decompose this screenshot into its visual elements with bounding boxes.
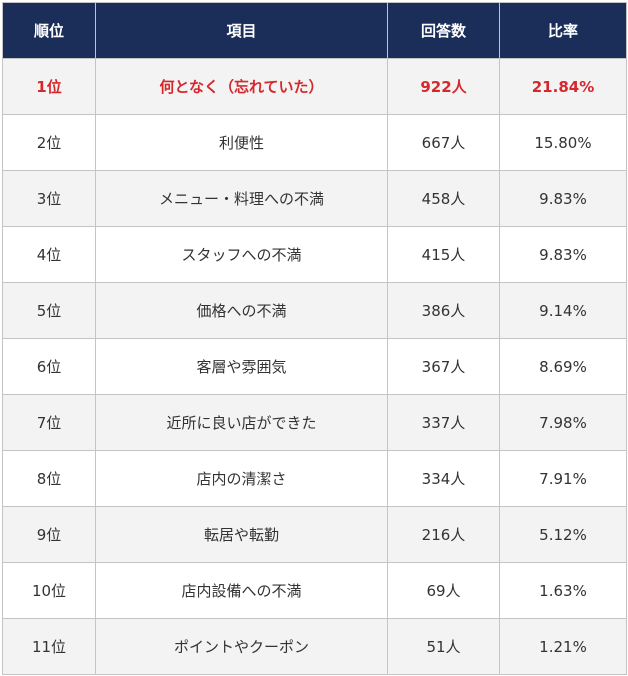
cell-count: 334人 [387, 450, 500, 507]
cell-ratio: 9.83% [499, 170, 627, 227]
header-rank: 順位 [2, 2, 96, 59]
cell-count: 386人 [387, 282, 500, 339]
table-row: 5位 価格への不満 386人 9.14% [2, 282, 627, 339]
cell-item: ポイントやクーポン [95, 618, 388, 675]
table-row: 6位 客層や雰囲気 367人 8.69% [2, 338, 627, 395]
cell-item: 価格への不満 [95, 282, 388, 339]
table-row: 10位 店内設備への不満 69人 1.63% [2, 562, 627, 619]
table-header: 順位 項目 回答数 比率 [2, 2, 627, 59]
cell-item: 何となく（忘れていた） [95, 58, 388, 115]
cell-rank: 7位 [2, 394, 96, 451]
table-row-top: 1位 何となく（忘れていた） 922人 21.84% [2, 58, 627, 115]
cell-ratio: 9.83% [499, 226, 627, 283]
table-row: 7位 近所に良い店ができた 337人 7.98% [2, 394, 627, 451]
table-row: 2位 利便性 667人 15.80% [2, 114, 627, 171]
cell-ratio: 1.21% [499, 618, 627, 675]
cell-rank: 10位 [2, 562, 96, 619]
table-row: 4位 スタッフへの不満 415人 9.83% [2, 226, 627, 283]
cell-item: スタッフへの不満 [95, 226, 388, 283]
cell-count: 667人 [387, 114, 500, 171]
cell-rank: 11位 [2, 618, 96, 675]
header-ratio: 比率 [499, 2, 627, 59]
cell-item: メニュー・料理への不満 [95, 170, 388, 227]
header-count: 回答数 [387, 2, 500, 59]
cell-count: 367人 [387, 338, 500, 395]
cell-item: 利便性 [95, 114, 388, 171]
cell-rank: 9位 [2, 506, 96, 563]
cell-rank: 5位 [2, 282, 96, 339]
cell-item: 店内設備への不満 [95, 562, 388, 619]
table-row: 11位 ポイントやクーポン 51人 1.21% [2, 618, 627, 675]
cell-rank: 6位 [2, 338, 96, 395]
cell-count: 922人 [387, 58, 500, 115]
cell-ratio: 8.69% [499, 338, 627, 395]
cell-ratio: 7.91% [499, 450, 627, 507]
cell-count: 458人 [387, 170, 500, 227]
cell-count: 69人 [387, 562, 500, 619]
cell-ratio: 7.98% [499, 394, 627, 451]
table-row: 8位 店内の清潔さ 334人 7.91% [2, 450, 627, 507]
cell-rank: 1位 [2, 58, 96, 115]
cell-ratio: 9.14% [499, 282, 627, 339]
cell-count: 216人 [387, 506, 500, 563]
cell-item: 転居や転勤 [95, 506, 388, 563]
table-body: 1位 何となく（忘れていた） 922人 21.84% 2位 利便性 667人 1… [2, 58, 627, 675]
table-row: 9位 転居や転勤 216人 5.12% [2, 506, 627, 563]
cell-rank: 2位 [2, 114, 96, 171]
header-row: 順位 項目 回答数 比率 [2, 2, 627, 59]
cell-rank: 8位 [2, 450, 96, 507]
cell-ratio: 21.84% [499, 58, 627, 115]
cell-count: 415人 [387, 226, 500, 283]
cell-ratio: 5.12% [499, 506, 627, 563]
header-item: 項目 [95, 2, 388, 59]
cell-count: 51人 [387, 618, 500, 675]
cell-ratio: 15.80% [499, 114, 627, 171]
cell-item: 客層や雰囲気 [95, 338, 388, 395]
cell-item: 店内の清潔さ [95, 450, 388, 507]
cell-ratio: 1.63% [499, 562, 627, 619]
cell-rank: 4位 [2, 226, 96, 283]
cell-item: 近所に良い店ができた [95, 394, 388, 451]
table-row: 3位 メニュー・料理への不満 458人 9.83% [2, 170, 627, 227]
cell-count: 337人 [387, 394, 500, 451]
cell-rank: 3位 [2, 170, 96, 227]
